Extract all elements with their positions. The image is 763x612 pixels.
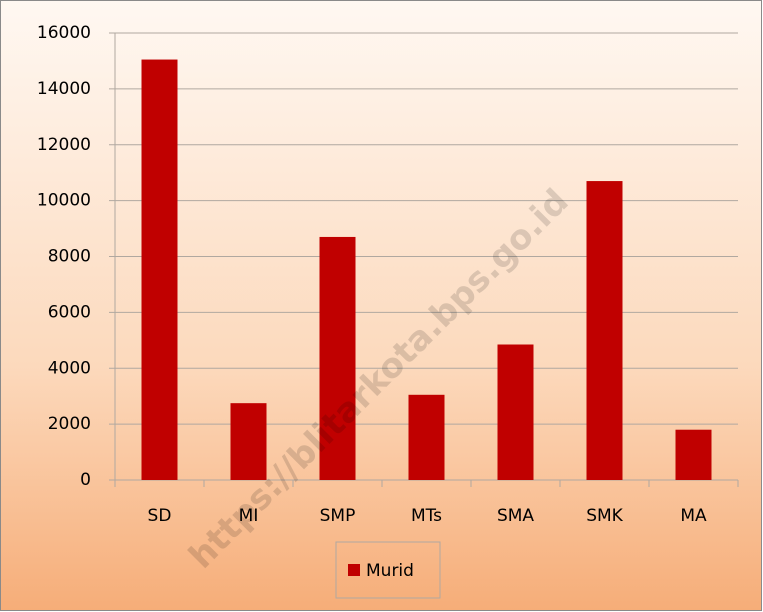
x-tick-label: MA — [680, 506, 707, 526]
bar — [141, 59, 178, 481]
x-tick-label: SMK — [586, 506, 623, 526]
bar — [497, 344, 534, 480]
y-tick-label: 0 — [80, 470, 91, 490]
x-tick-label: MI — [239, 506, 259, 526]
y-tick-label: 10000 — [37, 191, 91, 211]
x-tick-label: SD — [148, 506, 172, 526]
bar — [230, 403, 267, 480]
y-tick-label: 6000 — [48, 302, 91, 322]
bar — [319, 236, 356, 480]
bar — [408, 394, 445, 480]
x-tick-label: SMP — [320, 506, 356, 526]
legend-box — [335, 541, 441, 599]
legend-swatch — [348, 564, 360, 576]
bar — [675, 429, 712, 480]
legend-label: Murid — [366, 561, 414, 581]
y-tick-label: 2000 — [48, 414, 91, 434]
y-tick-label: 16000 — [37, 23, 91, 43]
x-tick-label: SMA — [497, 506, 534, 526]
y-tick-label: 14000 — [37, 79, 91, 99]
x-tick-label: MTs — [411, 506, 442, 526]
y-tick-label: 4000 — [48, 358, 91, 378]
y-tick-label: 8000 — [48, 247, 91, 267]
y-tick-label: 12000 — [37, 135, 91, 155]
bar — [586, 181, 623, 480]
